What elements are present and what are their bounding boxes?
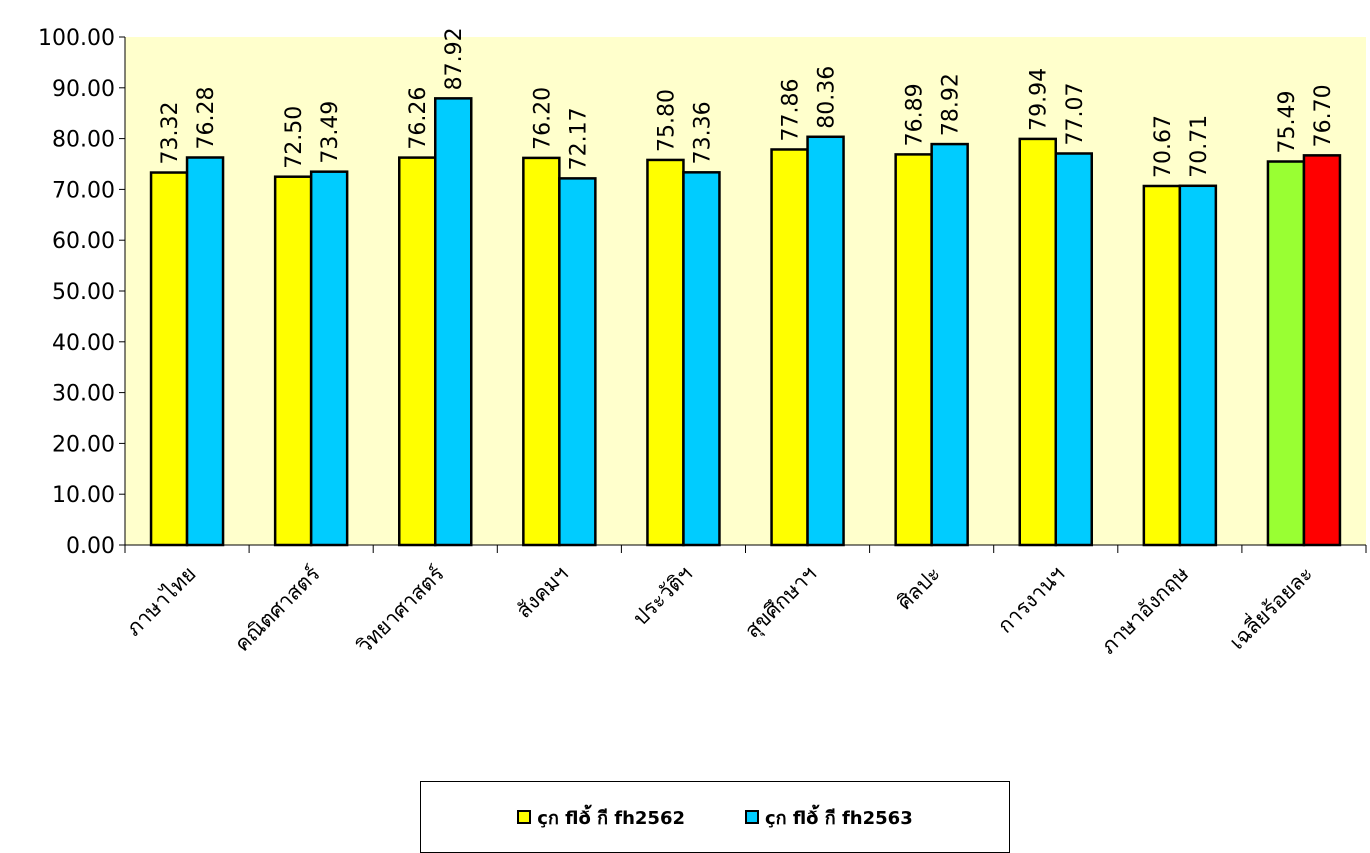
y-tick-label: 90.00 [52,77,115,102]
data-label: 75.49 [1275,91,1300,154]
legend-label-2563: çก flð้ กี fh2563 [765,807,913,829]
data-label: 76.26 [406,87,431,150]
bar [522,156,561,547]
data-label: 77.86 [779,78,804,141]
legend-swatch-2563 [745,810,759,824]
x-tick-label: ภาษาไทย [121,562,200,641]
x-tick-label: วิทยาศาสตร์ [352,562,449,659]
data-label: 75.80 [654,89,679,152]
x-tick-label: ศิลปะ [892,562,945,615]
data-label: 77.07 [1063,83,1088,146]
data-label: 72.50 [282,106,307,169]
x-tick-label: คณิตศาสตร์ [230,562,325,657]
bar [149,171,189,547]
bar [398,156,437,547]
legend-item-2562: çก flð้ กี fh2562 [517,803,685,832]
data-label: 73.49 [318,101,343,164]
bar [185,156,225,547]
data-label: 70.71 [1187,115,1212,178]
data-label: 73.32 [158,102,183,165]
data-label: 72.17 [566,107,591,170]
x-tick-label: ภาษาอังกฤษ [1096,562,1193,659]
bar [1266,160,1306,547]
bar [930,142,969,547]
bar [434,97,473,547]
y-tick-label: 40.00 [52,331,115,356]
bar [646,158,685,547]
y-tick-label: 0.00 [66,534,115,559]
data-label: 76.20 [530,87,555,150]
y-tick-label: 30.00 [52,382,115,407]
bar [558,177,597,547]
bar [1302,154,1342,547]
data-label: 76.89 [903,83,928,146]
legend-item-2563: çก flð้ กี fh2563 [745,803,913,832]
bar [894,153,933,547]
data-label: 76.70 [1311,84,1336,147]
legend: çก flð้ กี fh2562 çก flð้ กี fh2563 [420,781,1010,853]
legend-swatch-2562 [517,810,532,824]
x-tick-label: การงานฯ [993,562,1069,638]
bar [273,175,313,547]
bar [1054,152,1093,547]
y-tick-label: 70.00 [52,178,115,203]
x-tick-label: สุขศึกษาฯ [740,562,822,644]
x-tick-label: เฉลี่ยร้อยละ [1223,559,1318,654]
y-tick-label: 10.00 [52,483,115,508]
x-tick-label: สังคมฯ [512,562,573,623]
data-label: 79.94 [1027,68,1052,131]
bar [1178,184,1218,547]
x-tick-label: ประวัติฯ [628,562,697,631]
bar [770,148,809,547]
data-label: 76.28 [194,87,219,150]
y-tick-label: 50.00 [52,280,115,305]
y-tick-label: 60.00 [52,229,115,254]
data-label: 80.36 [815,66,840,129]
bar [309,170,349,547]
data-label: 78.92 [939,73,964,136]
bar [682,171,721,547]
y-tick-label: 100.00 [38,26,115,51]
legend-label-2562: çก flð้ กี fh2562 [537,807,685,829]
y-tick-label: 20.00 [52,432,115,457]
bar [1142,184,1182,547]
data-label: 73.36 [690,101,715,164]
data-label: 87.92 [442,27,467,90]
data-label: 70.67 [1151,115,1176,178]
bar [806,135,845,547]
y-tick-label: 80.00 [52,128,115,153]
bar [1018,137,1057,547]
